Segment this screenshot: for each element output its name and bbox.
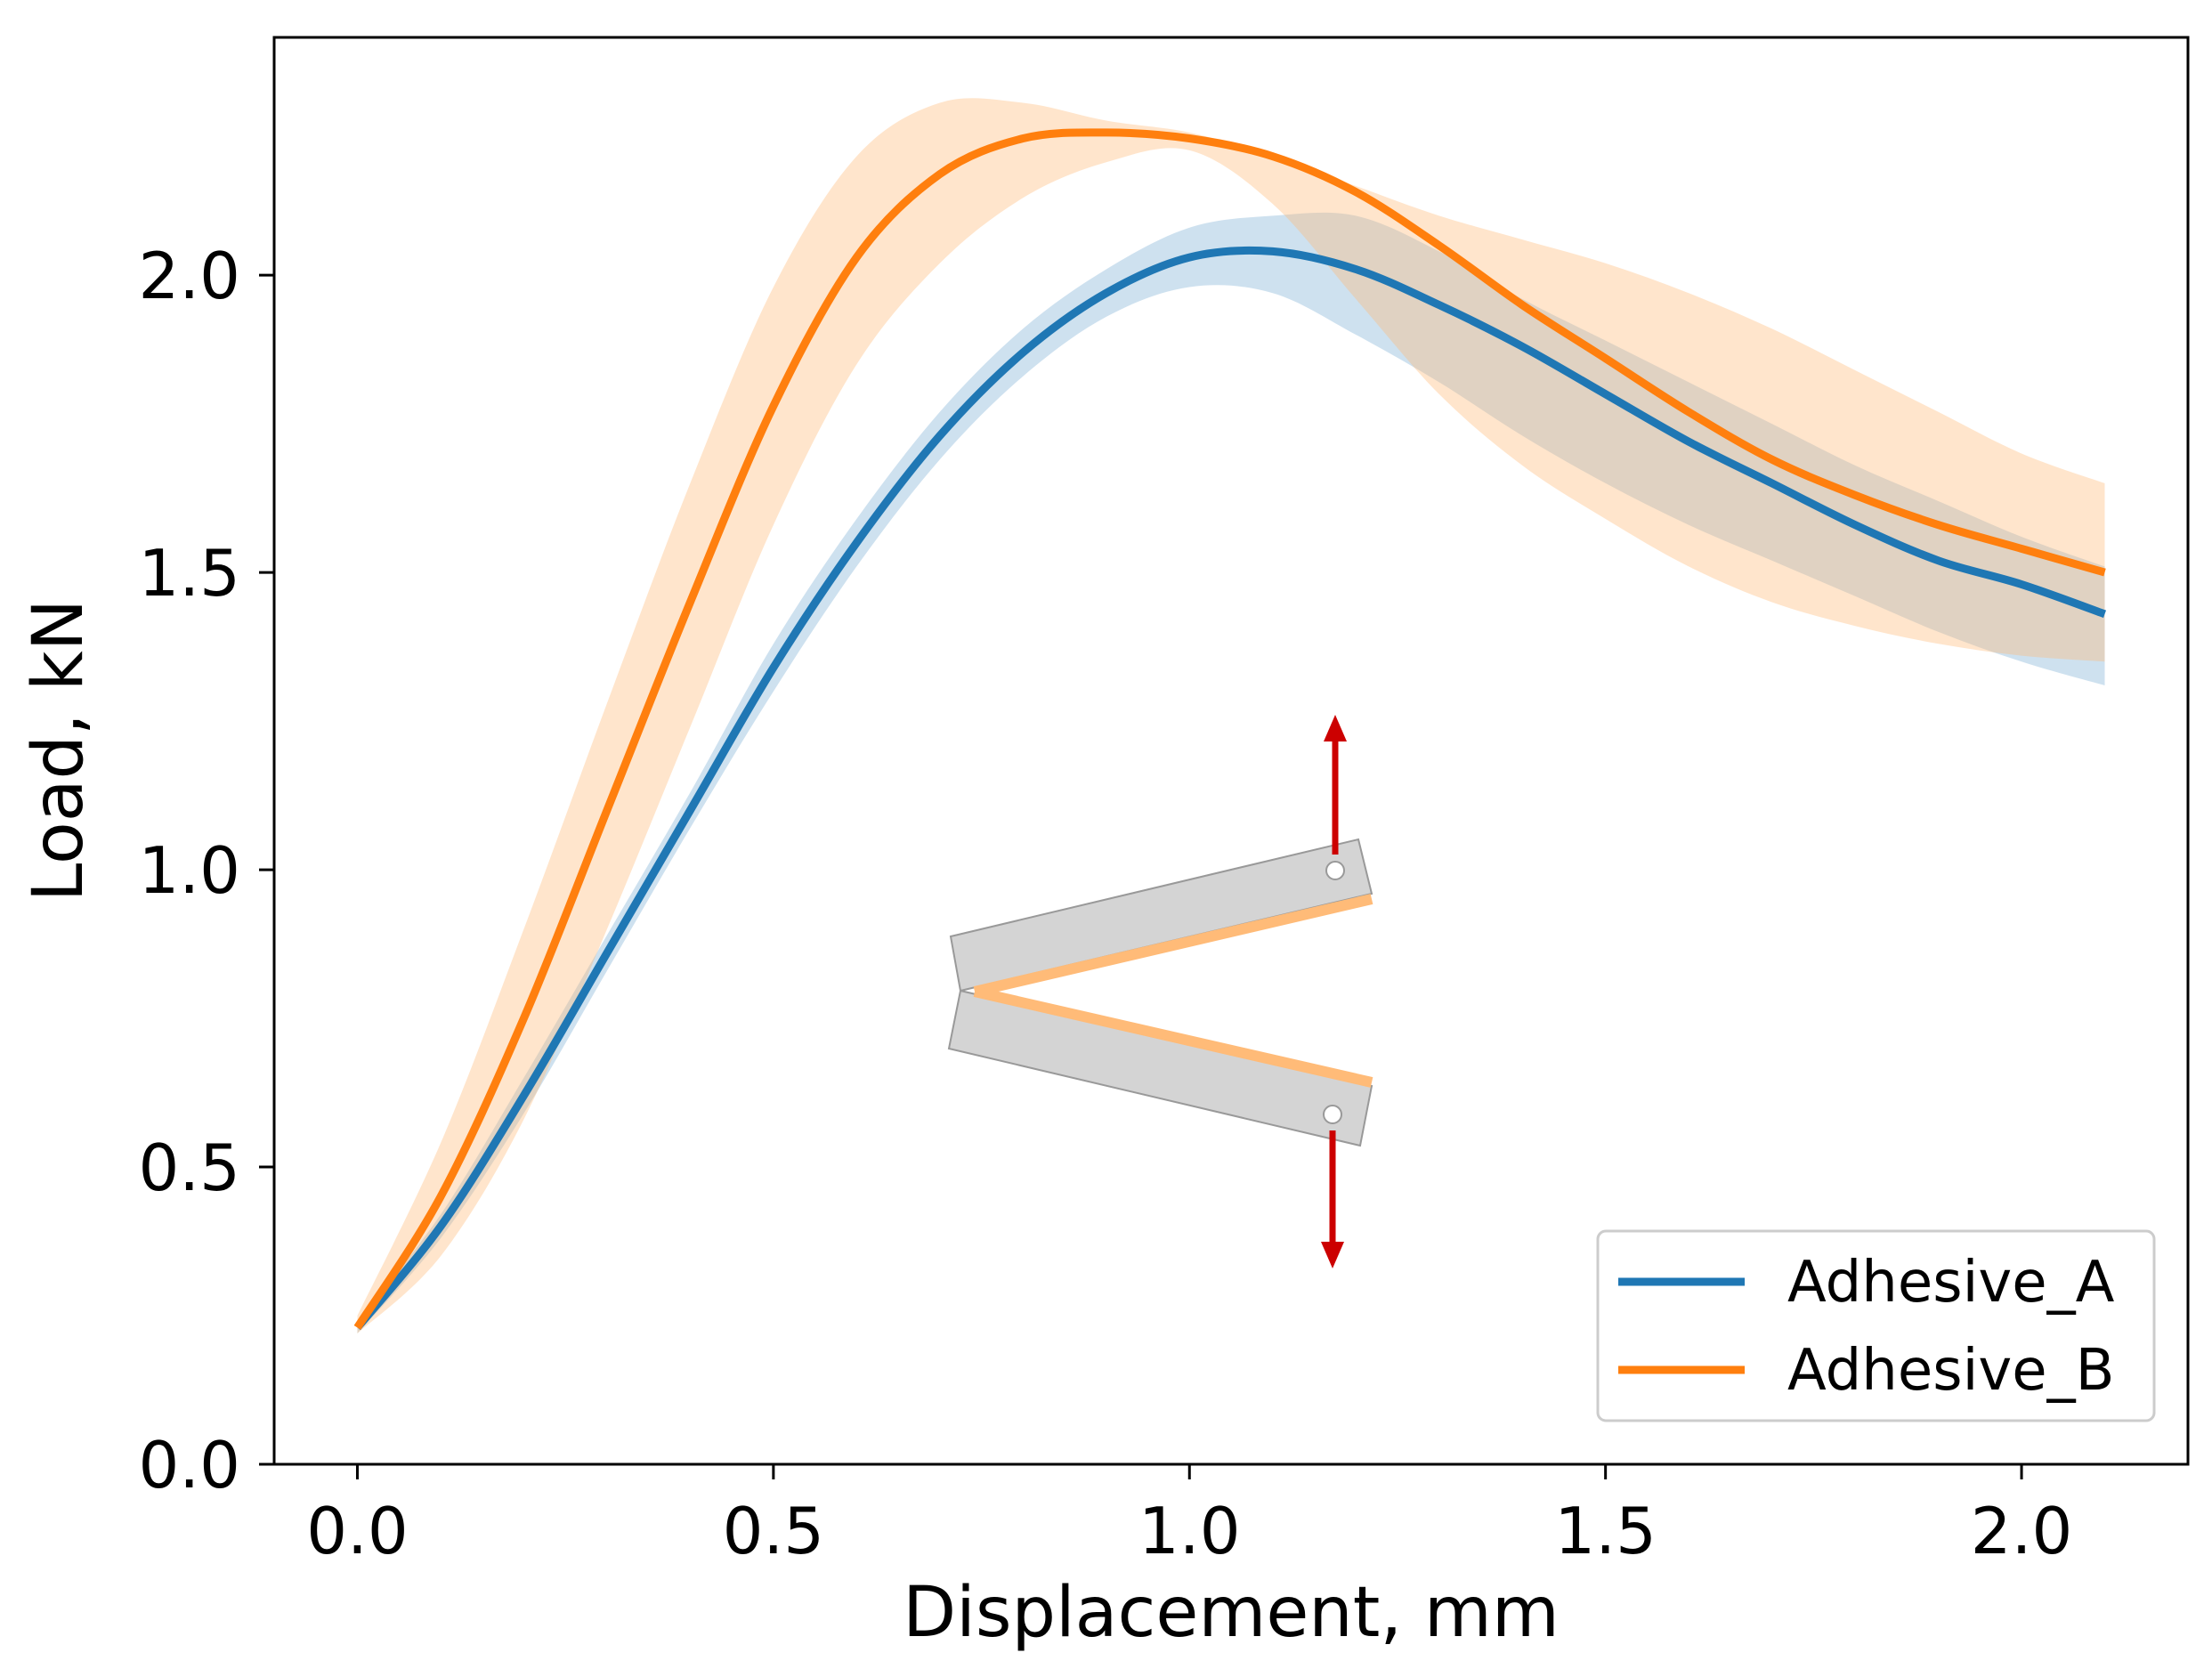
y-tick-label: 0.0 — [138, 1428, 240, 1503]
y-tick-label: 0.5 — [138, 1130, 240, 1205]
band-adhesive-b — [357, 98, 2105, 1334]
legend-label-adhesive-a: Adhesive_A — [1787, 1250, 2115, 1316]
lower-load-pin — [1323, 1105, 1342, 1124]
x-tick-label: 0.5 — [723, 1494, 825, 1568]
upper-force-arrowhead — [1324, 715, 1347, 741]
y-axis-label: Load, kN — [19, 599, 99, 902]
x-tick-label: 1.0 — [1138, 1494, 1241, 1568]
lower-adhesive-layer — [973, 986, 1373, 1088]
confidence-bands — [357, 98, 2105, 1334]
legend-label-adhesive-b: Adhesive_B — [1787, 1338, 2115, 1404]
specimen-schematic — [947, 715, 1373, 1268]
y-tick-label: 1.0 — [138, 833, 240, 908]
upper-load-pin — [1325, 861, 1345, 880]
series-lines — [353, 128, 2107, 1331]
upper-adherend — [949, 838, 1373, 992]
x-tick-label: 2.0 — [1971, 1494, 2073, 1568]
y-tick-label: 2.0 — [138, 239, 240, 313]
legend: Adhesive_A Adhesive_B — [1596, 1229, 2156, 1422]
y-axis-ticks: 0.0 0.5 1.0 1.5 2.0 — [138, 239, 274, 1503]
line-adhesive-b — [353, 128, 2106, 1330]
x-tick-label: 0.0 — [306, 1494, 409, 1568]
x-axis-ticks: 0.0 0.5 1.0 1.5 2.0 — [306, 1464, 2072, 1568]
x-tick-label: 1.5 — [1554, 1494, 1657, 1568]
x-axis-label: Displacement, mm — [903, 1573, 1560, 1653]
upper-adhesive-layer — [973, 894, 1373, 997]
plot-frame — [272, 36, 2190, 1466]
y-tick-label: 1.5 — [138, 536, 240, 611]
line-adhesive-a — [354, 246, 2107, 1331]
lower-force-arrowhead — [1321, 1242, 1344, 1268]
band-adhesive-a — [357, 212, 2105, 1334]
